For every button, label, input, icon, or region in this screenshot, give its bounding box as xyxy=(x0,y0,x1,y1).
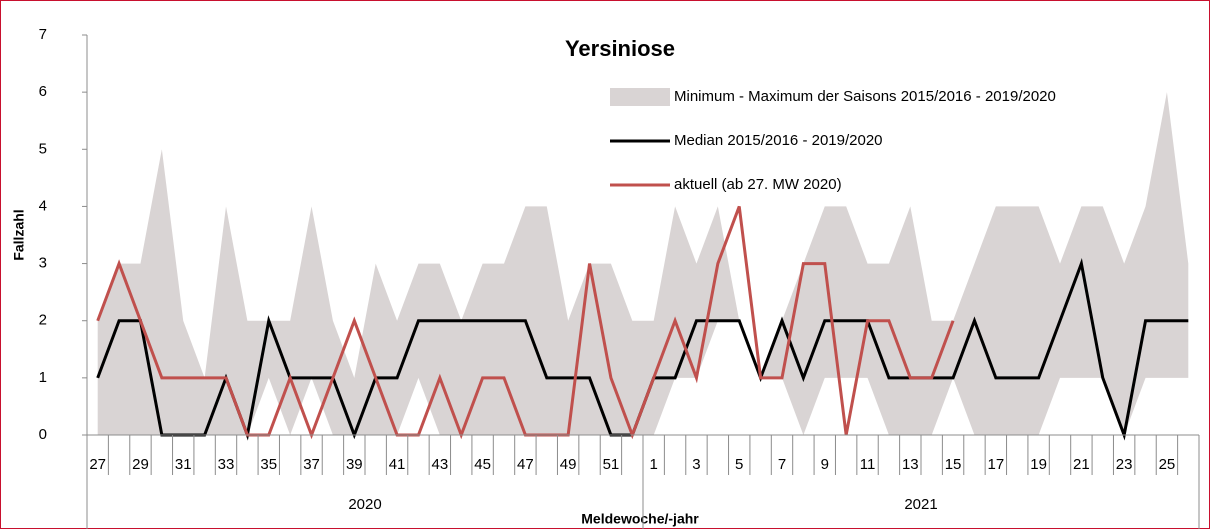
y-tick-label: 0 xyxy=(39,426,47,443)
x-tick-label: 27 xyxy=(89,456,106,473)
x-tick-label: 43 xyxy=(432,456,449,473)
x-tick-label: 9 xyxy=(821,456,829,473)
y-tick-label: 7 xyxy=(39,26,47,43)
group-label: 2021 xyxy=(904,496,937,513)
x-tick-label: 17 xyxy=(988,456,1005,473)
x-tick-label: 11 xyxy=(860,456,876,473)
min-max-band xyxy=(97,92,1189,436)
y-axis-title: Fallzahl xyxy=(11,209,27,260)
x-tick-label: 15 xyxy=(945,456,962,473)
x-tick-label: 1 xyxy=(650,456,658,473)
x-tick-label: 7 xyxy=(778,456,786,473)
y-tick-label: 1 xyxy=(39,369,47,386)
y-tick-label: 4 xyxy=(39,197,47,214)
x-tick-label: 45 xyxy=(474,456,491,473)
x-tick-label: 23 xyxy=(1116,456,1133,473)
x-tick-label: 47 xyxy=(517,456,534,473)
x-tick-label: 13 xyxy=(902,456,919,473)
x-tick-label: 33 xyxy=(218,456,235,473)
x-tick-label: 25 xyxy=(1159,456,1176,473)
x-tick-label: 29 xyxy=(132,456,149,473)
legend-swatch xyxy=(610,88,670,106)
group-label: 2020 xyxy=(348,496,381,513)
y-tick-label: 6 xyxy=(39,83,47,100)
chart-title: Yersiniose xyxy=(565,36,675,61)
x-tick-label: 37 xyxy=(303,456,320,473)
x-axis-title: Meldewoche/-jahr xyxy=(581,511,699,527)
x-tick-label: 39 xyxy=(346,456,363,473)
x-tick-label: 31 xyxy=(175,456,192,473)
legend-label: Minimum - Maximum der Saisons 2015/2016 … xyxy=(674,88,1056,105)
x-tick-label: 35 xyxy=(260,456,277,473)
x-tick-label: 51 xyxy=(603,456,620,473)
x-tick-label: 21 xyxy=(1073,456,1090,473)
y-tick-label: 5 xyxy=(39,140,47,157)
x-tick-label: 3 xyxy=(692,456,700,473)
x-tick-label: 19 xyxy=(1030,456,1047,473)
legend-label: Median 2015/2016 - 2019/2020 xyxy=(674,132,883,149)
legend-label: aktuell (ab 27. MW 2020) xyxy=(674,176,842,193)
x-tick-label: 49 xyxy=(560,456,577,473)
x-tick-label: 5 xyxy=(735,456,743,473)
y-tick-label: 3 xyxy=(39,255,47,272)
y-tick-label: 2 xyxy=(39,312,47,329)
x-tick-label: 41 xyxy=(389,456,406,473)
